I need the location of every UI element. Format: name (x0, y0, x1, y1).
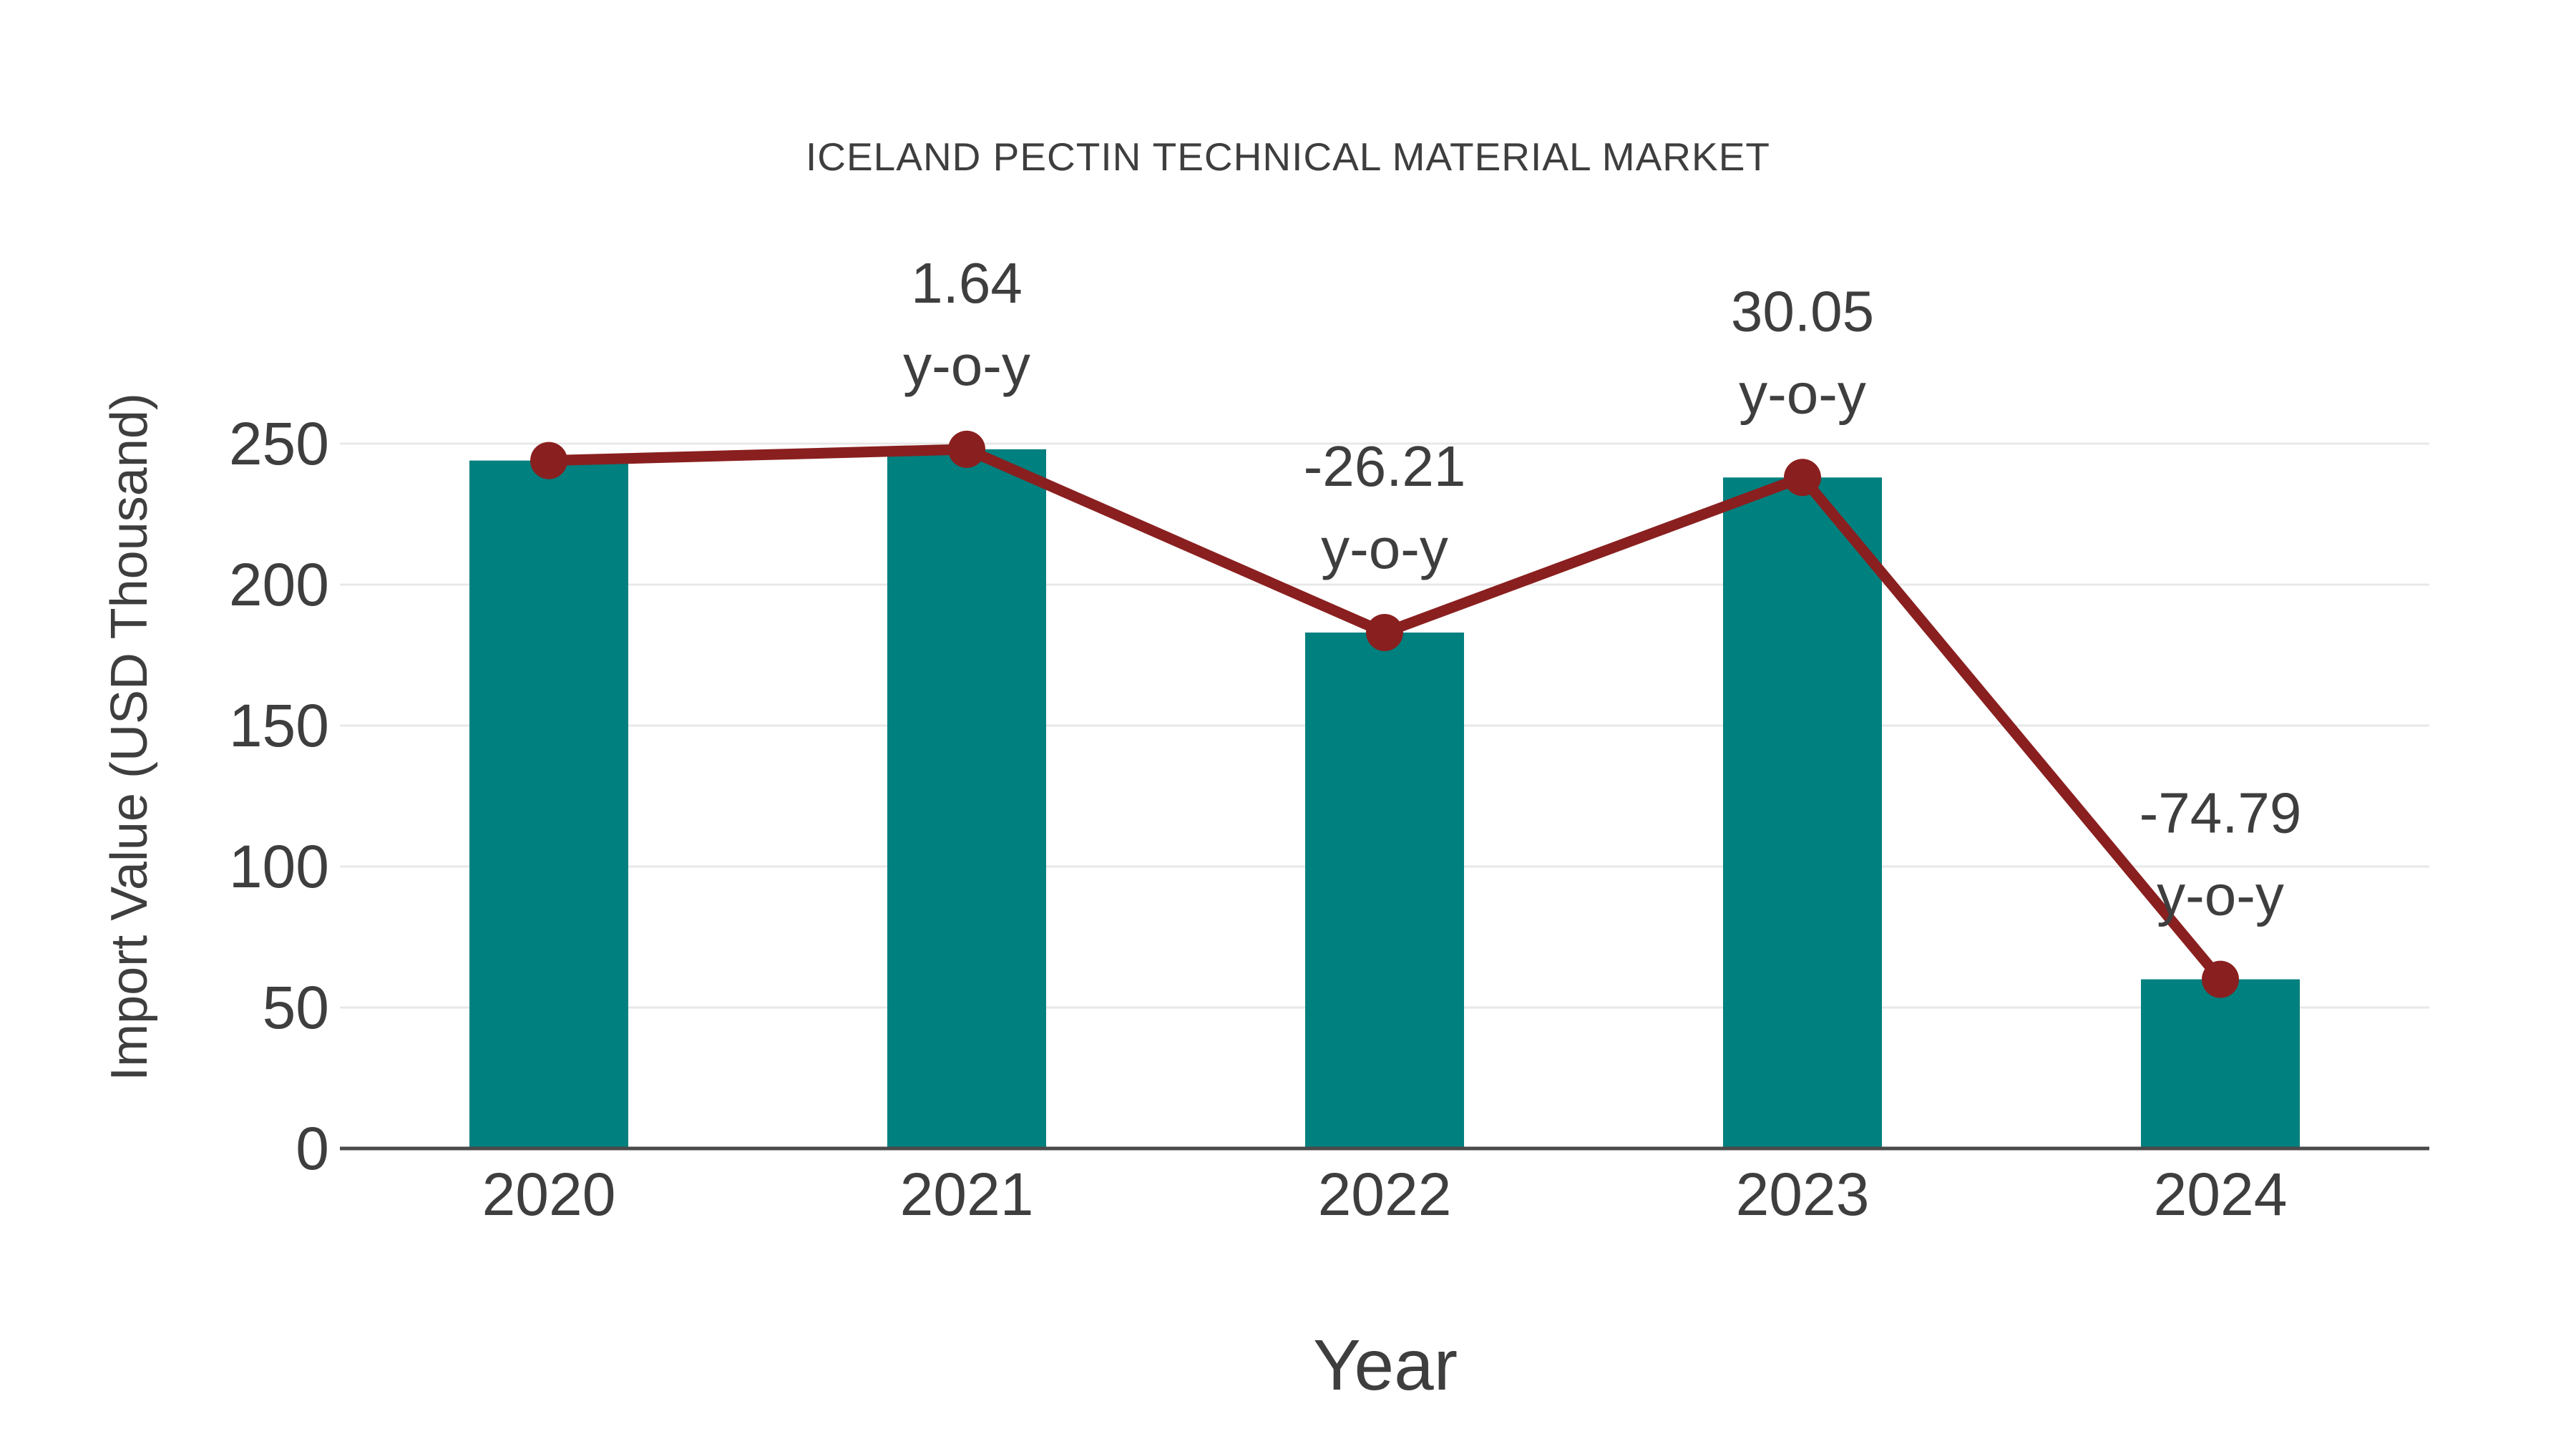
x-axis-title: Year (1313, 1325, 1458, 1405)
bar-2020 (469, 460, 628, 1148)
annotation-label-2021: y-o-y (903, 333, 1030, 397)
x-tick-label-2020: 2020 (482, 1161, 616, 1228)
annotation-value-2022: -26.21 (1304, 434, 1466, 498)
annotation-value-2021: 1.64 (911, 251, 1023, 315)
y-tick-label-150: 150 (229, 692, 329, 759)
y-tick-label-200: 200 (229, 551, 329, 618)
line-marker-2024 (2202, 960, 2239, 998)
y-tick-label-50: 50 (263, 974, 329, 1041)
y-axis-title: Import Value (USD Thousand) (101, 393, 158, 1081)
bar-2022 (1305, 632, 1464, 1148)
x-tick-label-2023: 2023 (1736, 1161, 1870, 1228)
bar-2024 (2141, 979, 2300, 1148)
chart-title: ICELAND PECTIN TECHNICAL MATERIAL MARKET (806, 135, 1770, 179)
annotation-value-2024: -74.79 (2140, 781, 2302, 845)
line-marker-2020 (530, 441, 567, 479)
bar-2021 (887, 449, 1046, 1148)
bar-2023 (1723, 477, 1882, 1148)
y-tick-label-0: 0 (296, 1115, 329, 1182)
y-tick-label-250: 250 (229, 410, 329, 477)
y-tick-label-100: 100 (229, 833, 329, 900)
y-tick-labels: 0 50 100 150 200 250 (229, 410, 329, 1182)
x-tick-label-2024: 2024 (2154, 1161, 2288, 1228)
line-marker-2021 (948, 430, 985, 468)
x-tick-labels: 2020 2021 2022 2023 2024 (482, 1161, 2288, 1228)
annotations: 1.64 y-o-y -26.21 y-o-y 30.05 y-o-y -74.79 y-o-… (903, 251, 2301, 927)
annotation-value-2023: 30.05 (1731, 279, 1874, 343)
annotation-label-2023: y-o-y (1739, 361, 1866, 425)
line-marker-2022 (1366, 613, 1403, 651)
line-marker-2023 (1784, 459, 1821, 497)
x-tick-label-2022: 2022 (1318, 1161, 1452, 1228)
annotation-label-2024: y-o-y (2157, 864, 2284, 927)
x-tick-label-2021: 2021 (900, 1161, 1034, 1228)
annotation-label-2022: y-o-y (1321, 517, 1448, 580)
bar-series (469, 449, 2300, 1148)
line-series (530, 430, 2239, 998)
